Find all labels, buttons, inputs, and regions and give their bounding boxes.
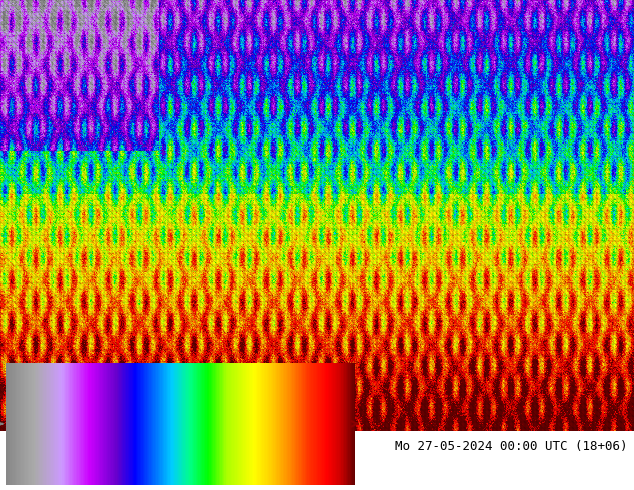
Text: Temperature (2m) [°C] ECMWF: Temperature (2m) [°C] ECMWF [6, 440, 209, 453]
Text: Mo 27-05-2024 00:00 UTC (18+06): Mo 27-05-2024 00:00 UTC (18+06) [395, 440, 628, 453]
